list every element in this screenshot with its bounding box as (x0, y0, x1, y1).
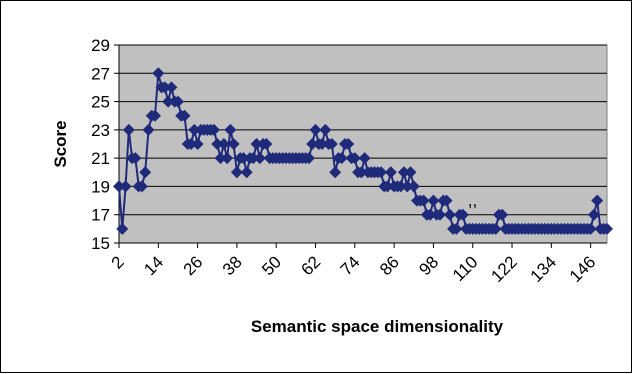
data-point (443, 208, 456, 221)
data-point (407, 180, 420, 193)
data-point (358, 152, 371, 165)
data-point (348, 152, 361, 165)
data-point (250, 138, 263, 150)
data-point (375, 166, 388, 179)
data-point (335, 152, 348, 165)
data-point (139, 166, 152, 179)
data-point (240, 166, 253, 179)
data-point (587, 208, 600, 221)
data-point (329, 166, 342, 179)
data-point (397, 166, 410, 179)
y-tick-label: 23 (91, 121, 110, 140)
x-axis-title: Semantic space dimensionality (251, 317, 504, 336)
data-point (162, 95, 175, 108)
x-tick-label: 2 (108, 252, 128, 272)
data-point (417, 194, 430, 207)
x-tick-label: 74 (337, 252, 364, 279)
x-tick-label: 110 (449, 252, 482, 285)
data-point (129, 152, 142, 165)
data-point (171, 95, 184, 108)
y-tick-label: 19 (91, 177, 110, 196)
x-axis-ticks: 2 14 26 38 50 62 74 86 98 110 122 134 146 (108, 243, 599, 286)
y-tick-label: 27 (91, 64, 110, 83)
x-tick-label: 122 (487, 252, 520, 285)
data-point (496, 208, 509, 221)
data-point (456, 208, 469, 221)
data-point (217, 138, 230, 150)
x-tick-label: 86 (376, 252, 403, 279)
data-point (135, 180, 148, 193)
data-point (178, 109, 191, 122)
data-point (302, 152, 315, 165)
data-point (230, 166, 243, 179)
data-point (165, 81, 178, 94)
data-point (260, 138, 273, 150)
data-point (401, 180, 414, 193)
y-tick-label: 25 (91, 93, 110, 112)
y-axis-title: Score (51, 120, 70, 167)
x-tick-label: 134 (527, 252, 560, 285)
data-point (489, 222, 502, 235)
data-point (427, 194, 440, 207)
data-point (122, 123, 135, 136)
data-point (214, 152, 227, 165)
data-point (224, 123, 237, 136)
x-tick-label: 98 (415, 252, 442, 279)
data-point (227, 138, 240, 150)
data-point (450, 222, 463, 235)
data-point (381, 180, 394, 193)
data-point (211, 138, 224, 150)
data-point (116, 222, 129, 235)
data-point (404, 166, 417, 179)
data-point (591, 194, 604, 207)
data-point (384, 166, 397, 179)
data-point (185, 138, 198, 150)
x-tick-label: 50 (258, 252, 285, 279)
data-point (188, 123, 201, 136)
chart-annotation: ,, (468, 191, 477, 210)
x-tick-label: 62 (298, 252, 325, 279)
data-series (113, 67, 613, 235)
data-point (237, 152, 250, 165)
y-tick-label: 21 (91, 149, 110, 168)
data-point (158, 81, 171, 94)
data-point (601, 222, 613, 235)
data-point (221, 152, 234, 165)
x-tick-label: 14 (140, 252, 167, 279)
data-point (152, 67, 165, 80)
data-point (433, 208, 446, 221)
data-point (325, 138, 338, 150)
x-tick-label: 26 (180, 252, 207, 279)
y-axis-ticks: 15 17 19 21 23 25 27 29 (91, 36, 119, 253)
data-point (142, 123, 155, 136)
x-tick-label: 146 (566, 252, 599, 285)
data-point (424, 208, 437, 221)
data-point (306, 138, 319, 150)
data-point (342, 138, 355, 150)
data-point (440, 194, 453, 207)
data-point (113, 180, 125, 193)
data-point (253, 152, 266, 165)
data-point (119, 180, 132, 193)
x-tick-label: 38 (219, 252, 246, 279)
data-point (584, 222, 597, 235)
y-tick-label: 29 (91, 36, 110, 55)
data-point (319, 123, 332, 136)
y-tick-label: 17 (91, 206, 110, 225)
data-point (355, 166, 368, 179)
data-point (309, 123, 322, 136)
y-tick-label: 15 (91, 234, 110, 253)
data-point (149, 109, 162, 122)
data-point (207, 123, 220, 136)
data-point (247, 152, 260, 165)
data-point (191, 138, 204, 150)
data-point (316, 138, 329, 150)
data-point (394, 180, 407, 193)
